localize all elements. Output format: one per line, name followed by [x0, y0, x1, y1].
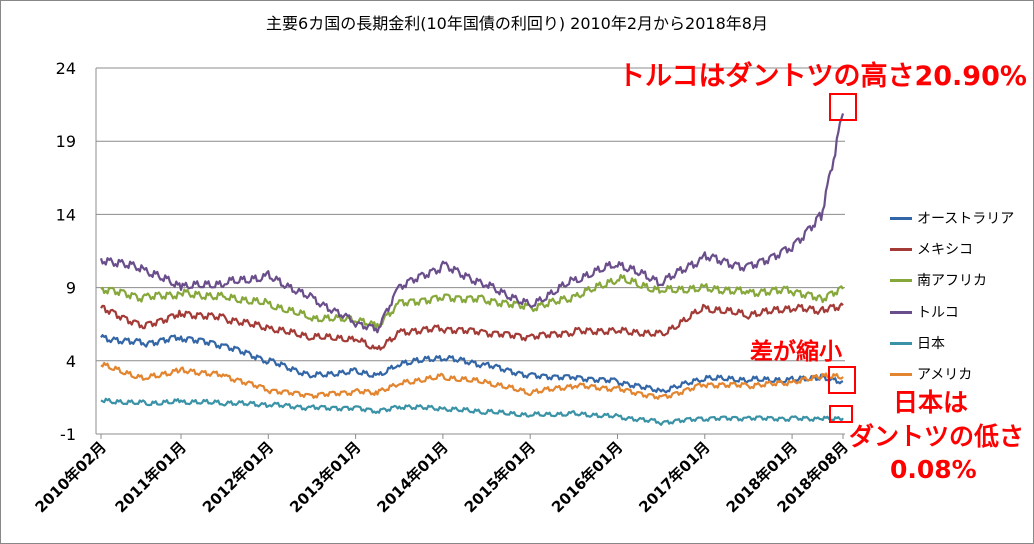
- japan-annotation-line2: ダントツの低さ: [849, 422, 1025, 451]
- y-tick-label: 4: [66, 352, 76, 371]
- x-tick-label: 2010年02月: [32, 438, 110, 516]
- series-layer: [99, 113, 845, 426]
- series-line-0: [100, 334, 844, 394]
- x-tick-label: 2017年01月: [635, 438, 713, 516]
- japan-annotation-line1: 日本は: [893, 388, 969, 417]
- y-tick-label: -1: [60, 425, 76, 444]
- legend-swatch: [890, 217, 912, 220]
- legend-label: 日本: [917, 336, 945, 352]
- x-tick-label: 2012年01月: [199, 438, 277, 516]
- y-tick-label: 14: [56, 205, 76, 224]
- series-line-5: [100, 361, 844, 400]
- japan-annotation-line3: 0.08%: [890, 455, 977, 484]
- legend-label: トルコ: [917, 305, 959, 321]
- x-tick-label: 2014年01月: [374, 438, 452, 516]
- legend-label: オーストラリア: [917, 211, 1015, 227]
- y-tick-label: 19: [56, 132, 76, 151]
- turkey-annotation: トルコはダントツの高さ20.90%: [618, 61, 1027, 92]
- series-line-1: [100, 302, 844, 351]
- legend-label: 南アフリカ: [917, 273, 987, 289]
- series-line-3: [99, 113, 845, 334]
- series-line-4: [100, 397, 844, 426]
- x-tick-label: 2013年01月: [286, 438, 364, 516]
- spread-highlight-box: [828, 366, 856, 394]
- x-tick-label: 2011年01月: [112, 438, 190, 516]
- spread-annotation: 差が縮小: [750, 339, 842, 365]
- legend-swatch: [890, 373, 912, 376]
- y-tick-label: 9: [66, 279, 76, 298]
- legend-swatch: [890, 248, 912, 251]
- y-tick-label: 24: [56, 59, 76, 78]
- legend-swatch: [890, 342, 912, 345]
- legend-label: アメリカ: [917, 367, 973, 383]
- japan-highlight-box: [829, 405, 853, 423]
- chart-title: 主要6カ国の長期金利(10年国債の利回り) 2010年2月から2018年8月: [266, 14, 768, 33]
- turkey-highlight-box: [829, 93, 857, 121]
- legend-label: メキシコ: [917, 242, 973, 258]
- legend-swatch: [890, 311, 912, 314]
- x-tick-label: 2016年01月: [548, 438, 626, 516]
- x-tick-label: 2015年01月: [461, 438, 539, 516]
- legend-swatch: [890, 279, 912, 282]
- series-line-2: [100, 274, 844, 330]
